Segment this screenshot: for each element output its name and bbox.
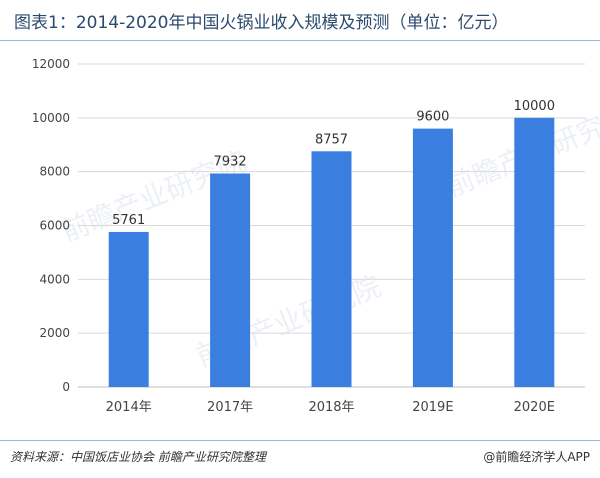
x-tick-label: 2020E <box>514 400 555 415</box>
title-divider <box>0 40 600 41</box>
y-tick-label: 6000 <box>39 219 70 233</box>
y-tick-label: 12000 <box>32 57 70 71</box>
footer-divider <box>0 440 600 441</box>
brand-label: @前瞻经济学人APP <box>483 450 590 464</box>
source-note: 资料来源：中国饭店业协会 前瞻产业研究院整理 <box>10 450 266 464</box>
y-tick-label: 4000 <box>39 272 70 286</box>
y-tick-label: 8000 <box>39 165 70 179</box>
y-tick-label: 0 <box>62 380 70 394</box>
data-label: 5761 <box>112 213 145 228</box>
y-tick-label: 10000 <box>32 111 70 125</box>
data-label: 10000 <box>514 99 555 114</box>
bar <box>514 117 555 387</box>
x-tick-label: 2017年 <box>207 400 253 415</box>
bar <box>108 231 149 387</box>
chart-title: 图表1：2014-2020年中国火锅业收入规模及预测（单位：亿元） <box>14 13 509 33</box>
y-tick-label: 2000 <box>39 326 70 340</box>
data-label: 8757 <box>315 132 348 147</box>
bar <box>311 151 352 387</box>
x-tick-label: 2019E <box>412 400 453 415</box>
x-tick-label: 2018年 <box>308 400 354 415</box>
bar-chart: 0 2000 4000 6000 8000 10000 12000 5761 2014年 7932… <box>32 57 585 415</box>
bar <box>412 128 453 387</box>
data-label: 9600 <box>416 110 449 125</box>
data-label: 7932 <box>214 154 247 169</box>
x-tick-label: 2014年 <box>106 400 152 415</box>
bar <box>210 173 251 387</box>
